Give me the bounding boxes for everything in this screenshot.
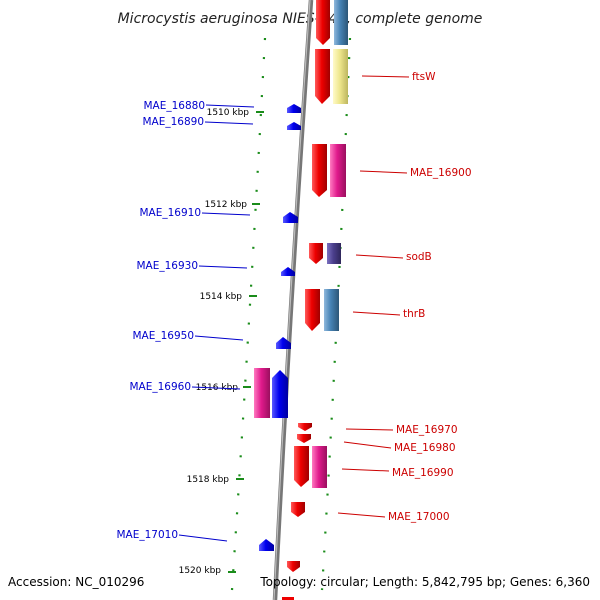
- leader-MAE_16930: [198, 265, 248, 269]
- leader-sodB: [355, 254, 404, 259]
- leader-MAE_16990: [341, 468, 390, 472]
- label-sodB[interactable]: sodB: [406, 251, 432, 263]
- leader-MAE_16970: [345, 428, 394, 431]
- gene-top-red[interactable]: [316, 0, 330, 45]
- gene-MAE_16960-magenta[interactable]: [254, 368, 270, 418]
- label-MAE_16980[interactable]: MAE_16980: [394, 442, 456, 454]
- scale-ticks: 1510 kbp 1512 kbp 1514 kbp 1516 kbp 1518…: [179, 108, 264, 576]
- leader-MAE_16960: [191, 386, 241, 390]
- inner-track-left: [230, 37, 267, 591]
- label-MAE_16960[interactable]: MAE_16960: [129, 381, 191, 393]
- gene-top-steelblue[interactable]: [334, 0, 348, 45]
- gene-MAE_16980[interactable]: [297, 434, 311, 443]
- genome-backbone-highlight: [273, 0, 311, 600]
- gene-MAE_16970[interactable]: [298, 423, 312, 431]
- leader-MAE_17000: [337, 512, 386, 518]
- gene-MAE_16880[interactable]: [287, 104, 301, 113]
- outer-track-right: [320, 37, 352, 591]
- label-MAE_16970[interactable]: MAE_16970: [396, 424, 458, 436]
- label-MAE_16930[interactable]: MAE_16930: [136, 260, 198, 272]
- label-MAE_17000[interactable]: MAE_17000: [388, 511, 450, 523]
- label-MAE_17010[interactable]: MAE_17010: [116, 529, 178, 541]
- leader-MAE_16900: [359, 170, 408, 174]
- gene-ftsW-yellow[interactable]: [333, 49, 348, 104]
- accession-text: Accession: NC_010296: [8, 575, 144, 589]
- gene-MAE_16900-red[interactable]: [312, 144, 327, 197]
- label-MAE_16890[interactable]: MAE_16890: [142, 116, 204, 128]
- leader-ftsW: [361, 75, 410, 78]
- left-gene-labels: MAE_16880 MAE_16890 MAE_16910 MAE_16930 …: [116, 100, 255, 542]
- tick-label-1510: 1510 kbp: [207, 108, 250, 118]
- label-MAE_16990[interactable]: MAE_16990: [392, 467, 454, 479]
- gene-MAE_16890[interactable]: [287, 122, 301, 130]
- leader-MAE_16890: [204, 121, 254, 125]
- leader-MAE_16880: [205, 104, 255, 108]
- gene-MAE_16950[interactable]: [276, 337, 291, 349]
- tick-label-1514: 1514 kbp: [200, 292, 243, 302]
- gene-thrB-steelblue[interactable]: [324, 289, 339, 331]
- gene-bottom-red[interactable]: [287, 561, 300, 572]
- label-MAE_16880[interactable]: MAE_16880: [143, 100, 205, 112]
- gene-MAE_16900-magenta[interactable]: [330, 144, 346, 197]
- gene-sodB-red[interactable]: [309, 243, 323, 264]
- label-ftsW[interactable]: ftsW: [412, 71, 436, 83]
- label-MAE_16900[interactable]: MAE_16900: [410, 167, 472, 179]
- leader-MAE_16910: [201, 212, 251, 216]
- tick-label-1520: 1520 kbp: [179, 566, 222, 576]
- gene-MAE_16990-magenta[interactable]: [312, 446, 327, 488]
- right-gene-labels: ftsW MAE_16900 sodB thrB MAE_16970 MAE_1…: [337, 71, 472, 523]
- gene-sodB-purple[interactable]: [327, 243, 341, 264]
- tick-label-1518: 1518 kbp: [187, 475, 230, 485]
- map-title: Microcystis aeruginosa NIES-843, complet…: [118, 11, 483, 27]
- label-thrB[interactable]: thrB: [403, 308, 425, 320]
- forward-strand-genes: [282, 0, 348, 600]
- label-MAE_16910[interactable]: MAE_16910: [139, 207, 201, 219]
- label-MAE_16950[interactable]: MAE_16950: [132, 330, 194, 342]
- leader-thrB: [352, 311, 401, 316]
- leader-MAE_16980: [343, 441, 392, 449]
- gene-bottom-red-2[interactable]: [282, 597, 294, 600]
- gene-MAE_17000[interactable]: [291, 502, 305, 517]
- gene-MAE_16910[interactable]: [283, 212, 298, 223]
- gene-MAE_16990-red[interactable]: [294, 446, 309, 487]
- tick-label-1512: 1512 kbp: [205, 200, 248, 210]
- genome-backbone: [272, 0, 314, 600]
- gene-ftsW-red[interactable]: [315, 49, 330, 104]
- gene-MAE_17010[interactable]: [259, 539, 274, 551]
- gene-MAE_16960-blue[interactable]: [272, 370, 288, 418]
- gene-thrB-red[interactable]: [305, 289, 320, 331]
- gene-MAE_16930[interactable]: [281, 267, 295, 276]
- leader-MAE_16950: [194, 335, 244, 341]
- topology-text: Topology: circular; Length: 5,842,795 bp…: [259, 575, 590, 589]
- leader-MAE_17010: [178, 534, 228, 542]
- reverse-strand-genes: [254, 104, 301, 551]
